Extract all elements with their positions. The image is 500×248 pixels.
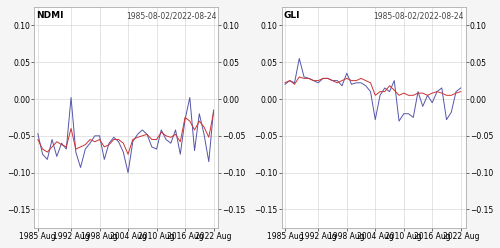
Text: 1985-08-02/2022-08-24: 1985-08-02/2022-08-24	[373, 11, 464, 20]
Text: 1985-08-02/2022-08-24: 1985-08-02/2022-08-24	[126, 11, 216, 20]
Text: GLI: GLI	[284, 11, 300, 20]
Text: NDMI: NDMI	[36, 11, 64, 20]
